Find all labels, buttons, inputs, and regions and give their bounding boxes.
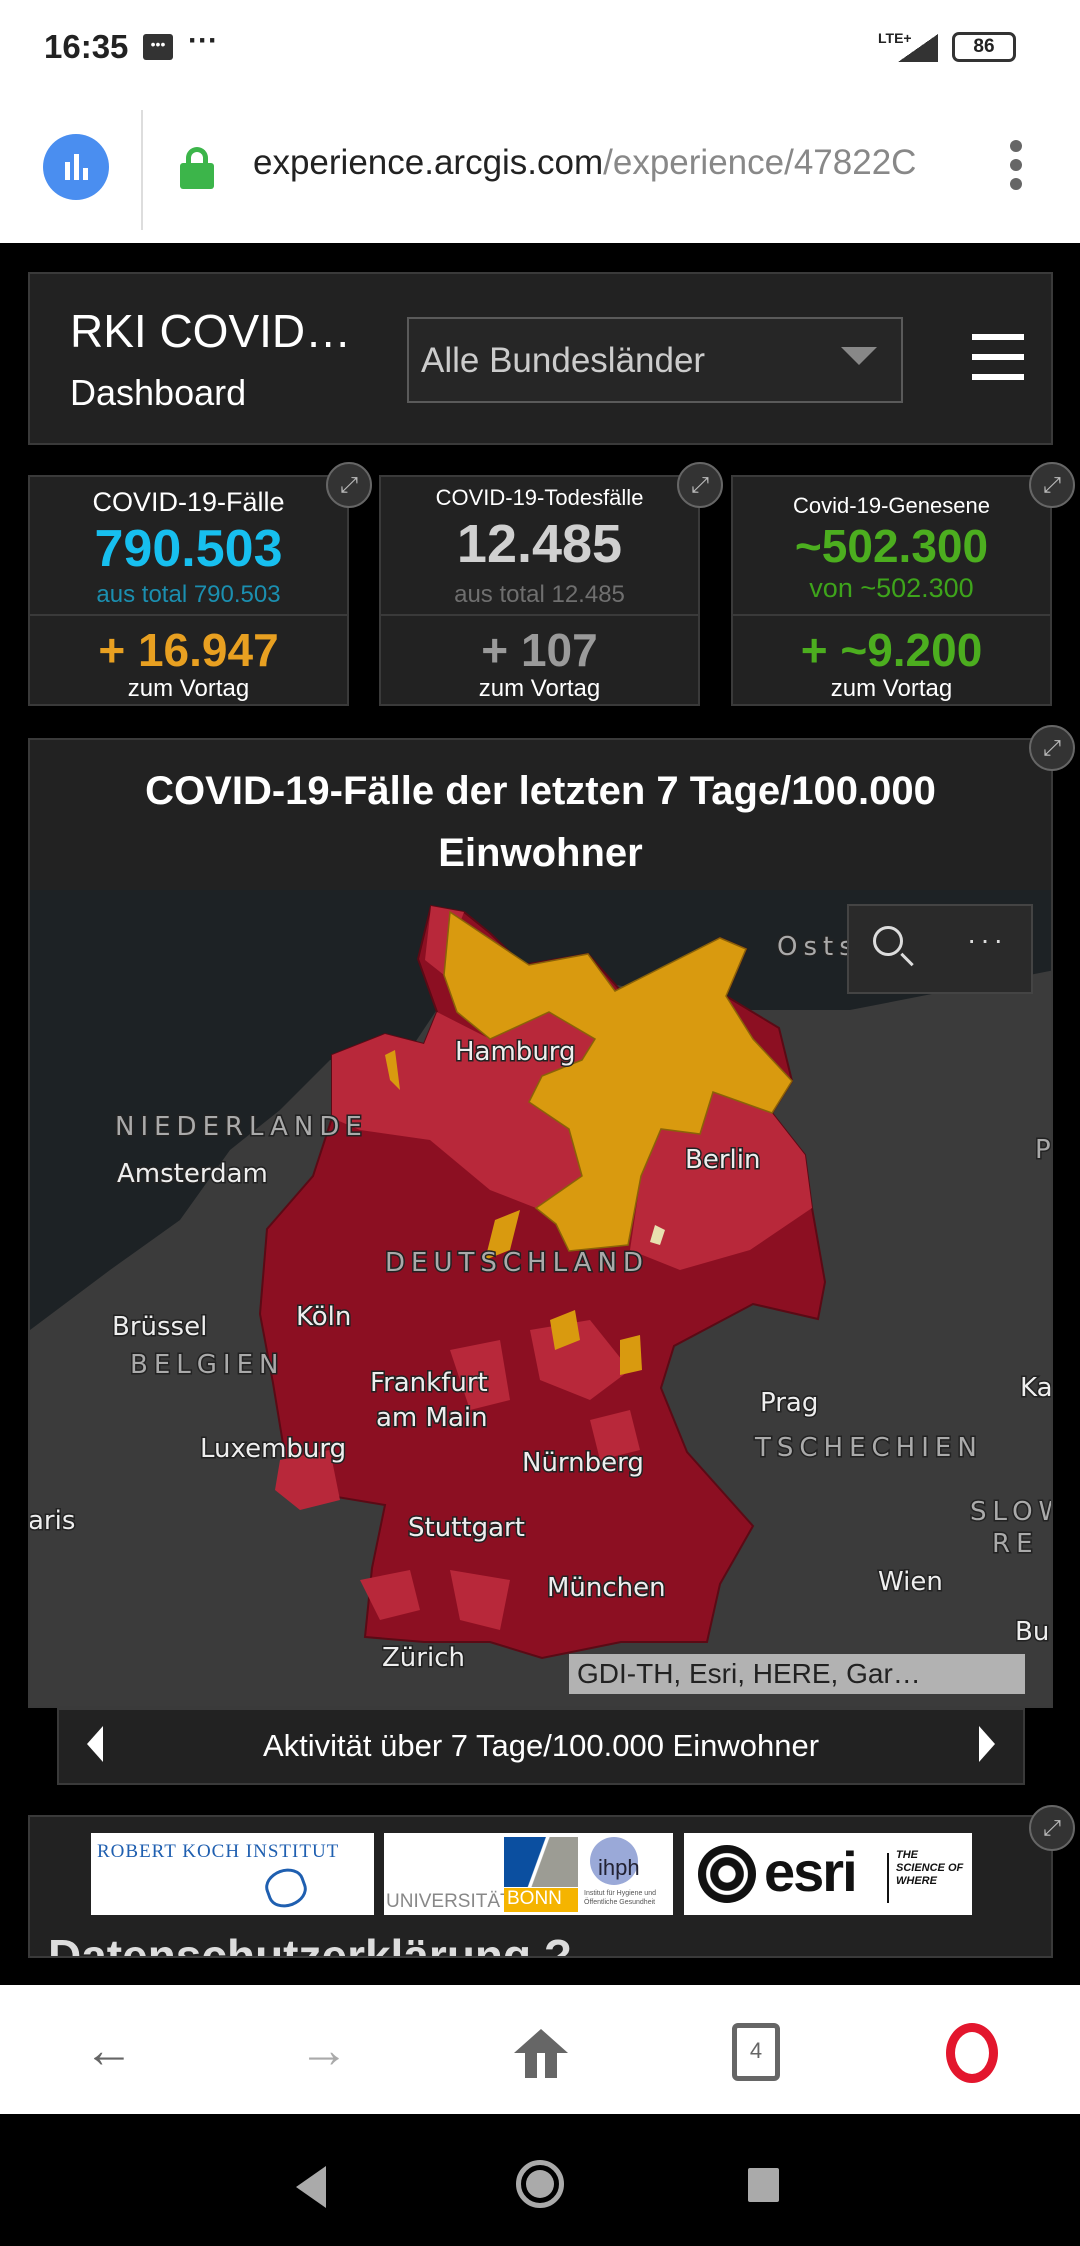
delta-label: zum Vortag <box>127 675 250 702</box>
status-bar: 16:35 ••• ··· LTE+ 86 <box>0 0 1080 100</box>
privacy-heading[interactable]: Datenschutzerklärung ? <box>48 1930 572 1958</box>
next-arrow-icon[interactable] <box>979 1726 995 1762</box>
esri-logo: esri THE SCIENCE OF WHERE <box>684 1833 972 1915</box>
map-label: Frankfurt <box>370 1368 488 1398</box>
map-label: Berlin <box>685 1145 760 1175</box>
card-title: COVID-19-Todesfälle <box>435 485 644 510</box>
map-label: BELGIEN <box>130 1350 284 1380</box>
system-recents-icon[interactable] <box>748 2168 779 2202</box>
map-label: SLOW <box>970 1497 1053 1527</box>
map-label: München <box>547 1573 666 1603</box>
layer-pager: Aktivität über 7 Tage/100.000 Einwohner <box>57 1708 1025 1785</box>
expand-icon[interactable]: ⤢ <box>1029 725 1075 771</box>
browser-address-bar: experience.arcgis.com/experience/47822C <box>0 100 1080 243</box>
rki-logo: ROBERT KOCH INSTITUT <box>91 1833 374 1915</box>
back-icon[interactable]: ← <box>84 2022 134 2078</box>
cases-card: COVID-19-Fälle 790.503 aus total 790.503… <box>28 475 349 706</box>
map-label: Bu <box>1015 1617 1049 1647</box>
logos-card: ROBERT KOCH INSTITUT UNIVERSITÄT BONN ih… <box>28 1815 1053 1958</box>
map-title: COVID-19-Fälle der letzten 7 Tage/100.00… <box>145 769 936 875</box>
map-label: Hamburg <box>455 1037 576 1067</box>
system-home-icon[interactable] <box>516 2160 564 2208</box>
map-label: NIEDERLANDE <box>115 1112 368 1142</box>
germany-mid-incidence <box>275 906 812 1630</box>
dropdown-value: Alle Bundesländer <box>421 341 706 380</box>
search-icon[interactable] <box>873 926 903 956</box>
map-card: COVID-19-Fälle der letzten 7 Tage/100.00… <box>28 738 1053 1708</box>
opera-menu-icon[interactable] <box>946 2023 998 2083</box>
expand-icon[interactable]: ⤢ <box>677 462 723 508</box>
cases-delta: + 16.947 <box>98 624 279 676</box>
deaths-delta: + 107 <box>481 624 598 676</box>
covid-incidence-map[interactable] <box>30 890 1053 1708</box>
map-attribution[interactable]: GDI-TH, Esri, HERE, Gar… <box>569 1654 1025 1694</box>
card-title: COVID-19-Fälle <box>92 487 285 517</box>
battery-icon: 86 <box>952 32 1016 62</box>
lock-icon <box>180 147 214 189</box>
map-label: Luxemburg <box>200 1434 346 1464</box>
map-label: DEUTSCHLAND <box>385 1248 649 1278</box>
message-icon: ••• <box>143 34 173 60</box>
map-label: RE <box>992 1529 1039 1559</box>
globe-icon <box>698 1845 756 1903</box>
delta-label: zum Vortag <box>830 675 953 702</box>
forward-icon[interactable]: → <box>299 2022 349 2078</box>
dashboard-header: RKI COVID… Dashboard Alle Bundesländer <box>28 272 1053 445</box>
state-dropdown[interactable]: Alle Bundesländer <box>407 317 903 403</box>
map-label: Osts <box>777 932 859 962</box>
menu-icon[interactable] <box>1010 140 1022 190</box>
recovered-card: Covid-19-Genesene ~502.300 von ~502.300 … <box>731 475 1052 706</box>
home-icon[interactable] <box>514 2029 568 2053</box>
map-label: TSCHECHIEN <box>754 1433 983 1463</box>
map-label: Zürich <box>382 1643 465 1673</box>
expand-icon[interactable]: ⤢ <box>1029 462 1075 508</box>
deaths-total: aus total 12.485 <box>454 581 625 608</box>
map-label: Ka <box>1020 1373 1053 1403</box>
page-title: RKI COVID… <box>70 305 352 357</box>
hamburger-menu-icon[interactable] <box>972 334 1024 380</box>
low-incidence-patches <box>385 1050 642 1375</box>
expand-icon[interactable]: ⤢ <box>1029 1805 1075 1851</box>
system-navigation-bar <box>0 2114 1080 2246</box>
card-title: Covid-19-Genesene <box>793 493 990 518</box>
recovered-delta: + ~9.200 <box>800 624 983 676</box>
map-label: Wien <box>878 1567 943 1597</box>
more-notifications-icon: ··· <box>188 24 218 57</box>
deaths-card: COVID-19-Todesfälle 12.485 aus total 12.… <box>379 475 700 706</box>
signal-icon <box>898 34 938 62</box>
map-label: aris <box>30 1506 75 1536</box>
map-label: Brüssel <box>112 1312 207 1342</box>
more-options-icon[interactable]: ··· <box>967 924 1007 955</box>
tabs-icon[interactable]: 4 <box>732 2023 780 2081</box>
clock: 16:35 <box>44 28 129 65</box>
sea <box>30 890 1051 1330</box>
map-label: Köln <box>296 1302 351 1332</box>
germany-low-incidence <box>443 910 793 1252</box>
previous-arrow-icon[interactable] <box>87 1726 103 1762</box>
map-label: am Main <box>376 1403 488 1433</box>
page-subtitle: Dashboard <box>70 372 247 413</box>
map-labels: Hamburg NIEDERLANDE Amsterdam Berlin DEU… <box>30 931 1053 1675</box>
map-label: Amsterdam <box>117 1159 268 1189</box>
cases-total: aus total 790.503 <box>96 581 281 608</box>
map-label: Prag <box>760 1388 818 1418</box>
url-field[interactable]: experience.arcgis.com/experience/47822C <box>253 143 917 182</box>
cases-value: 790.503 <box>94 520 283 578</box>
recovered-value: ~502.300 <box>794 520 989 572</box>
delta-label: zum Vortag <box>478 675 601 702</box>
map-label: P <box>1035 1135 1053 1165</box>
deaths-value: 12.485 <box>456 514 623 574</box>
recovered-total: von ~502.300 <box>809 573 974 603</box>
map-label: Nürnberg <box>522 1448 644 1478</box>
pager-label: Aktivität über 7 Tage/100.000 Einwohner <box>262 1728 820 1763</box>
map-label: Stuttgart <box>408 1513 525 1543</box>
stats-icon[interactable] <box>43 134 109 200</box>
map-toolbar: ··· <box>847 904 1033 994</box>
system-back-icon[interactable] <box>296 2166 326 2208</box>
browser-bottom-bar: ← → 4 <box>0 1985 1080 2114</box>
chevron-down-icon <box>841 347 877 365</box>
expand-icon[interactable]: ⤢ <box>326 462 372 508</box>
uni-bonn-logo: UNIVERSITÄT BONN ihph Institut für Hygie… <box>384 1833 673 1915</box>
